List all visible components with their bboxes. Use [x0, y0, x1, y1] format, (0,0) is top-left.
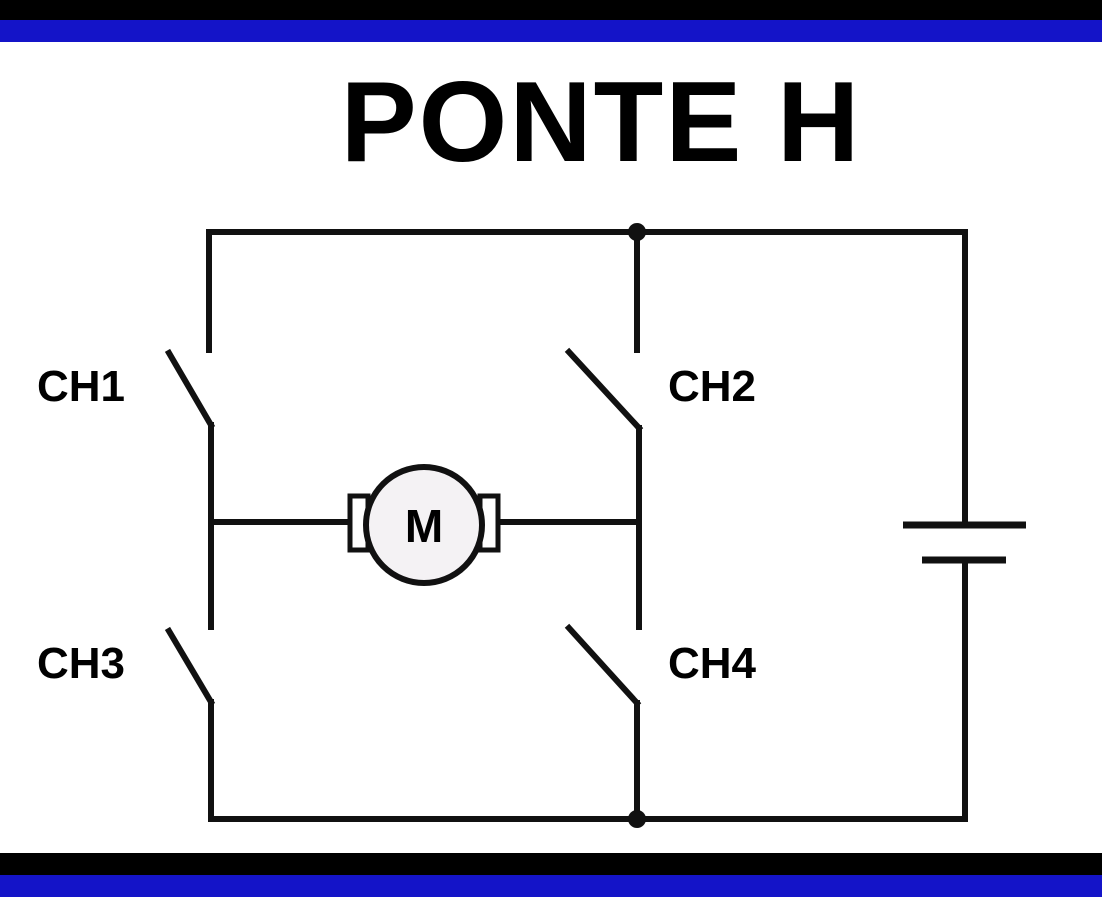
bottom-junction-dot — [628, 810, 646, 828]
diagram-title: PONTE H — [340, 59, 862, 186]
motor-symbol — [363, 464, 485, 586]
bottom-blue-band — [0, 875, 1102, 897]
ch1-label: CH1 — [37, 362, 125, 411]
ch2-label: CH2 — [668, 362, 756, 411]
top-black-band — [0, 0, 1102, 20]
motor-label: M — [405, 500, 443, 552]
ch1-switch-blade — [164, 348, 216, 430]
ch3-label: CH3 — [37, 639, 125, 688]
ch3-switch-blade — [164, 626, 216, 707]
top-blue-band — [0, 20, 1102, 42]
ch4-switch-blade — [564, 623, 642, 708]
bottom-black-band — [0, 853, 1102, 875]
ch2-switch-blade — [564, 347, 644, 433]
top-junction-dot — [628, 223, 646, 241]
ch4-label: CH4 — [668, 639, 757, 688]
